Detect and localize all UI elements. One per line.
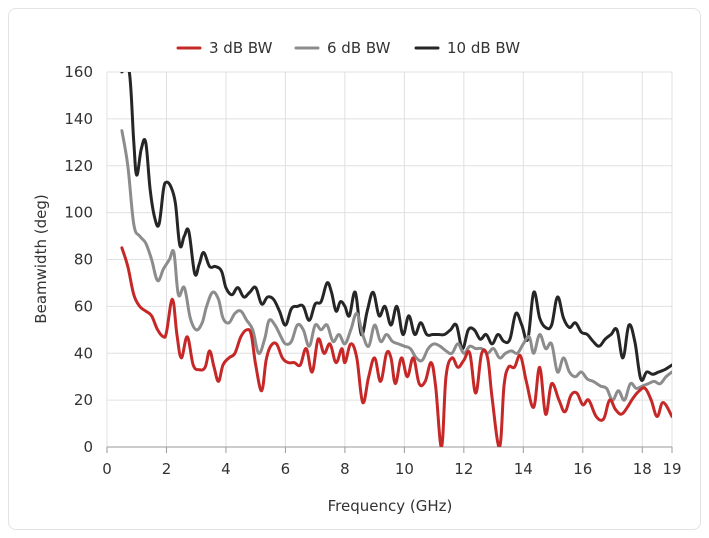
series-line-3db	[120, 246, 672, 447]
legend-label: 3 dB BW	[209, 39, 273, 57]
legend-item-10db[interactable]: 10 dB BW	[414, 39, 520, 57]
x-tick-label: 8	[340, 460, 350, 478]
x-tick-label: 18	[633, 460, 652, 478]
legend: 3 dB BW 6 dB BW 10 dB BW	[176, 39, 520, 57]
series-lines	[120, 72, 672, 447]
legend-item-3db[interactable]: 3 dB BW	[176, 39, 273, 57]
legend-label: 10 dB BW	[447, 39, 520, 57]
x-tick-label: 0	[102, 460, 112, 478]
tick-labels: 0 20 40 60 80 100 120 140 160 0 2 4 6 8 10 12 14 16 18 19	[64, 63, 681, 478]
x-tick-label: 6	[281, 460, 291, 478]
series-line-6db	[120, 129, 672, 402]
legend-item-6db[interactable]: 6 dB BW	[294, 39, 391, 57]
x-tick-label: 10	[395, 460, 414, 478]
legend-label: 6 dB BW	[327, 39, 391, 57]
x-tick-label: 12	[454, 460, 473, 478]
y-tick-label: 120	[64, 157, 93, 175]
y-tick-label: 60	[74, 297, 93, 315]
y-tick-label: 140	[64, 110, 93, 128]
y-tick-label: 80	[74, 251, 93, 269]
y-axis-title: Beamwidth (deg)	[32, 194, 50, 323]
y-tick-label: 20	[74, 391, 93, 409]
x-tick-label: 14	[514, 460, 533, 478]
y-tick-label: 0	[83, 438, 93, 456]
series-line-10db	[120, 72, 672, 382]
axes	[106, 446, 673, 453]
y-tick-label: 160	[64, 63, 93, 81]
x-tick-label: 16	[573, 460, 592, 478]
y-tick-label: 100	[64, 204, 93, 222]
chart-card	[8, 8, 701, 530]
x-tick-label: 2	[162, 460, 172, 478]
y-tick-label: 40	[74, 344, 93, 362]
x-tick-label: 4	[221, 460, 231, 478]
x-axis-title: Frequency (GHz)	[328, 497, 453, 515]
x-tick-label: 19	[662, 460, 681, 478]
